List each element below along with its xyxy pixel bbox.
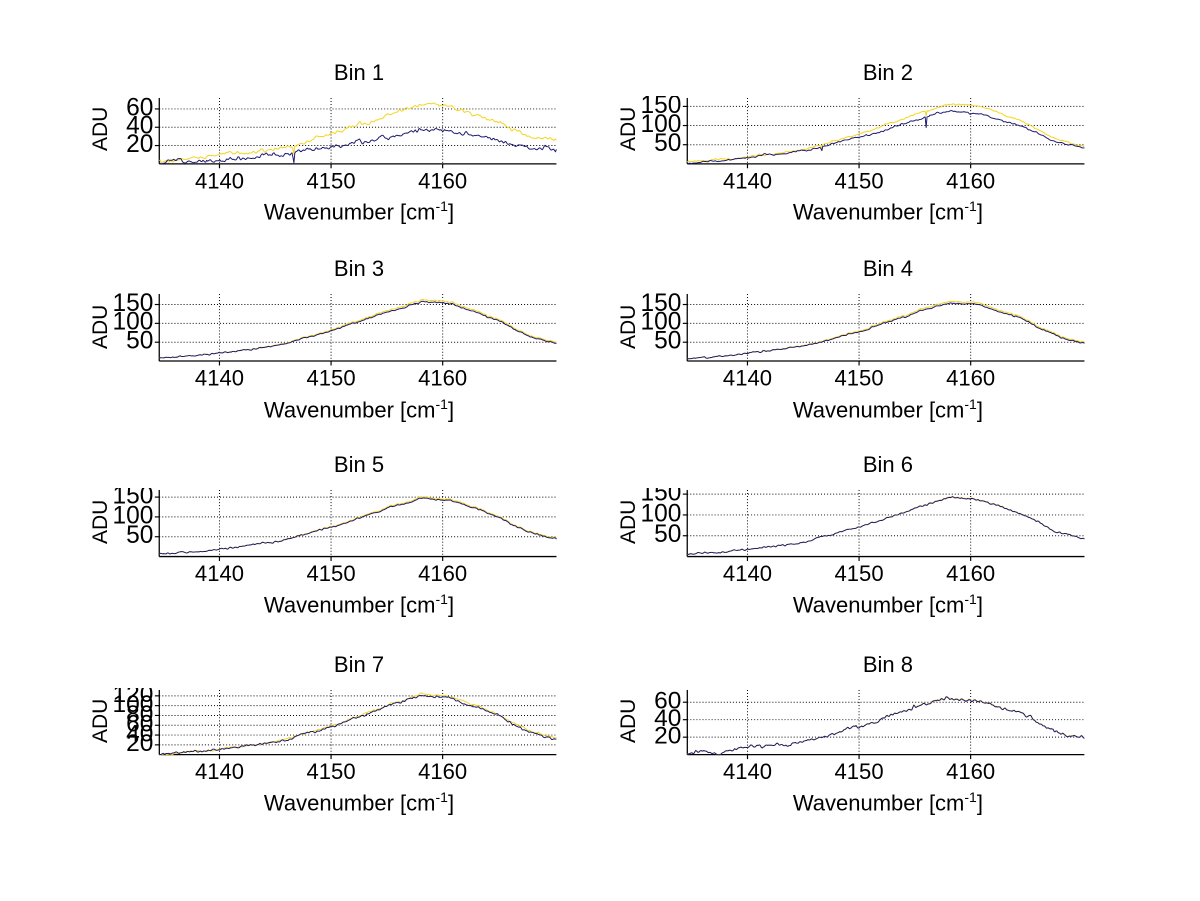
svg-text:4150: 4150	[306, 561, 355, 586]
svg-text:4140: 4140	[723, 168, 772, 193]
svg-text:4140: 4140	[194, 168, 243, 193]
svg-text:150: 150	[641, 292, 682, 317]
svg-text:4140: 4140	[194, 366, 243, 391]
svg-text:4140: 4140	[194, 759, 243, 784]
svg-text:4160: 4160	[418, 759, 467, 784]
svg-text:150: 150	[112, 292, 153, 317]
svg-text:60: 60	[126, 96, 153, 121]
svg-text:4150: 4150	[306, 759, 355, 784]
svg-text:150: 150	[641, 96, 682, 119]
svg-text:60: 60	[655, 688, 682, 715]
svg-text:4140: 4140	[723, 561, 772, 586]
svg-text:4160: 4160	[947, 168, 996, 193]
svg-text:4160: 4160	[418, 561, 467, 586]
svg-text:4150: 4150	[306, 168, 355, 193]
svg-text:150: 150	[641, 488, 682, 506]
svg-text:4160: 4160	[947, 759, 996, 784]
svg-text:4160: 4160	[418, 168, 467, 193]
svg-text:4140: 4140	[723, 366, 772, 391]
svg-text:4150: 4150	[835, 366, 884, 391]
svg-text:4150: 4150	[835, 168, 884, 193]
svg-text:120: 120	[112, 688, 153, 708]
svg-text:4150: 4150	[835, 759, 884, 784]
svg-text:4140: 4140	[723, 759, 772, 784]
svg-text:4160: 4160	[947, 366, 996, 391]
svg-text:4150: 4150	[835, 561, 884, 586]
svg-text:4160: 4160	[418, 366, 467, 391]
svg-text:4140: 4140	[194, 561, 243, 586]
svg-text:4160: 4160	[947, 561, 996, 586]
svg-text:4150: 4150	[306, 366, 355, 391]
svg-text:150: 150	[112, 488, 153, 509]
